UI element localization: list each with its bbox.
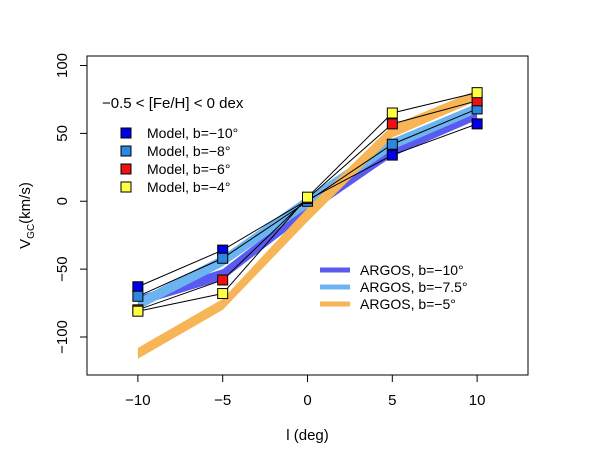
model-point-0-3 [386,149,398,161]
legend-model-label-3: Model, b=−4° [147,179,230,195]
x-axis-label: l (deg) [286,427,329,444]
legend-model-label-2: Model, b=−6° [147,161,230,177]
y-tick-label-0: −100 [54,320,71,354]
legend-argos: ARGOS, b=−10°ARGOS, b=−7.5°ARGOS, b=−5° [320,262,468,312]
y-tick-label-4: 100 [54,53,71,78]
legend-model-swatch-1 [120,145,132,157]
model-point-2-3 [386,118,398,130]
model-point-0-4 [471,118,483,130]
x-tick-label-0: −10 [125,392,150,409]
y-tick-label-1: −50 [54,256,71,281]
legend-model-label-1: Model, b=−8° [147,143,230,159]
x-tick-label-1: −5 [214,392,231,409]
legend-argos-label-0: ARGOS, b=−10° [360,262,464,278]
y-axis: −100 −50 0 50 100 [54,53,87,354]
legend-model-swatch-3 [120,181,132,193]
legend-model-swatch-0 [120,127,132,139]
model-point-1-1 [217,252,229,264]
y-tick-label-2: 0 [54,197,71,205]
model-point-1-0 [132,290,144,302]
y-axis-label-main: V [17,239,34,249]
model-point-2-1 [217,274,229,286]
model-point-0-0 [132,281,144,293]
model-point-3-4 [471,87,483,99]
legend-model-swatch-2 [120,163,132,175]
x-tick-label-4: 10 [469,392,486,409]
legend-argos-label-2: ARGOS, b=−5° [360,296,456,312]
model-point-3-0 [132,305,144,317]
y-tick-label-3: 50 [54,125,71,142]
x-tick-label-3: 5 [388,392,396,409]
model-point-3-1 [217,288,229,300]
legend-model: Model, b=−10° Model, b=−8° Model, b=−6° Mod… [120,125,238,195]
model-point-3-2 [302,191,313,203]
x-tick-label-2: 0 [303,392,311,409]
legend-model-label-0: Model, b=−10° [147,125,238,141]
x-axis: −10 −5 0 5 10 [125,375,485,409]
argos-band-2 [137,89,478,359]
y-axis-label-sub: GC [26,224,37,239]
legend-argos-label-1: ARGOS, b=−7.5° [360,279,468,295]
metallicity-annotation: −0.5 < [Fe/H] < 0 dex [102,95,244,112]
model-points [132,87,483,317]
model-point-1-3 [386,138,398,150]
y-axis-label-unit: (km/s) [17,182,34,224]
y-axis-label: VGC(km/s) [17,182,37,249]
model-point-3-3 [386,107,398,119]
